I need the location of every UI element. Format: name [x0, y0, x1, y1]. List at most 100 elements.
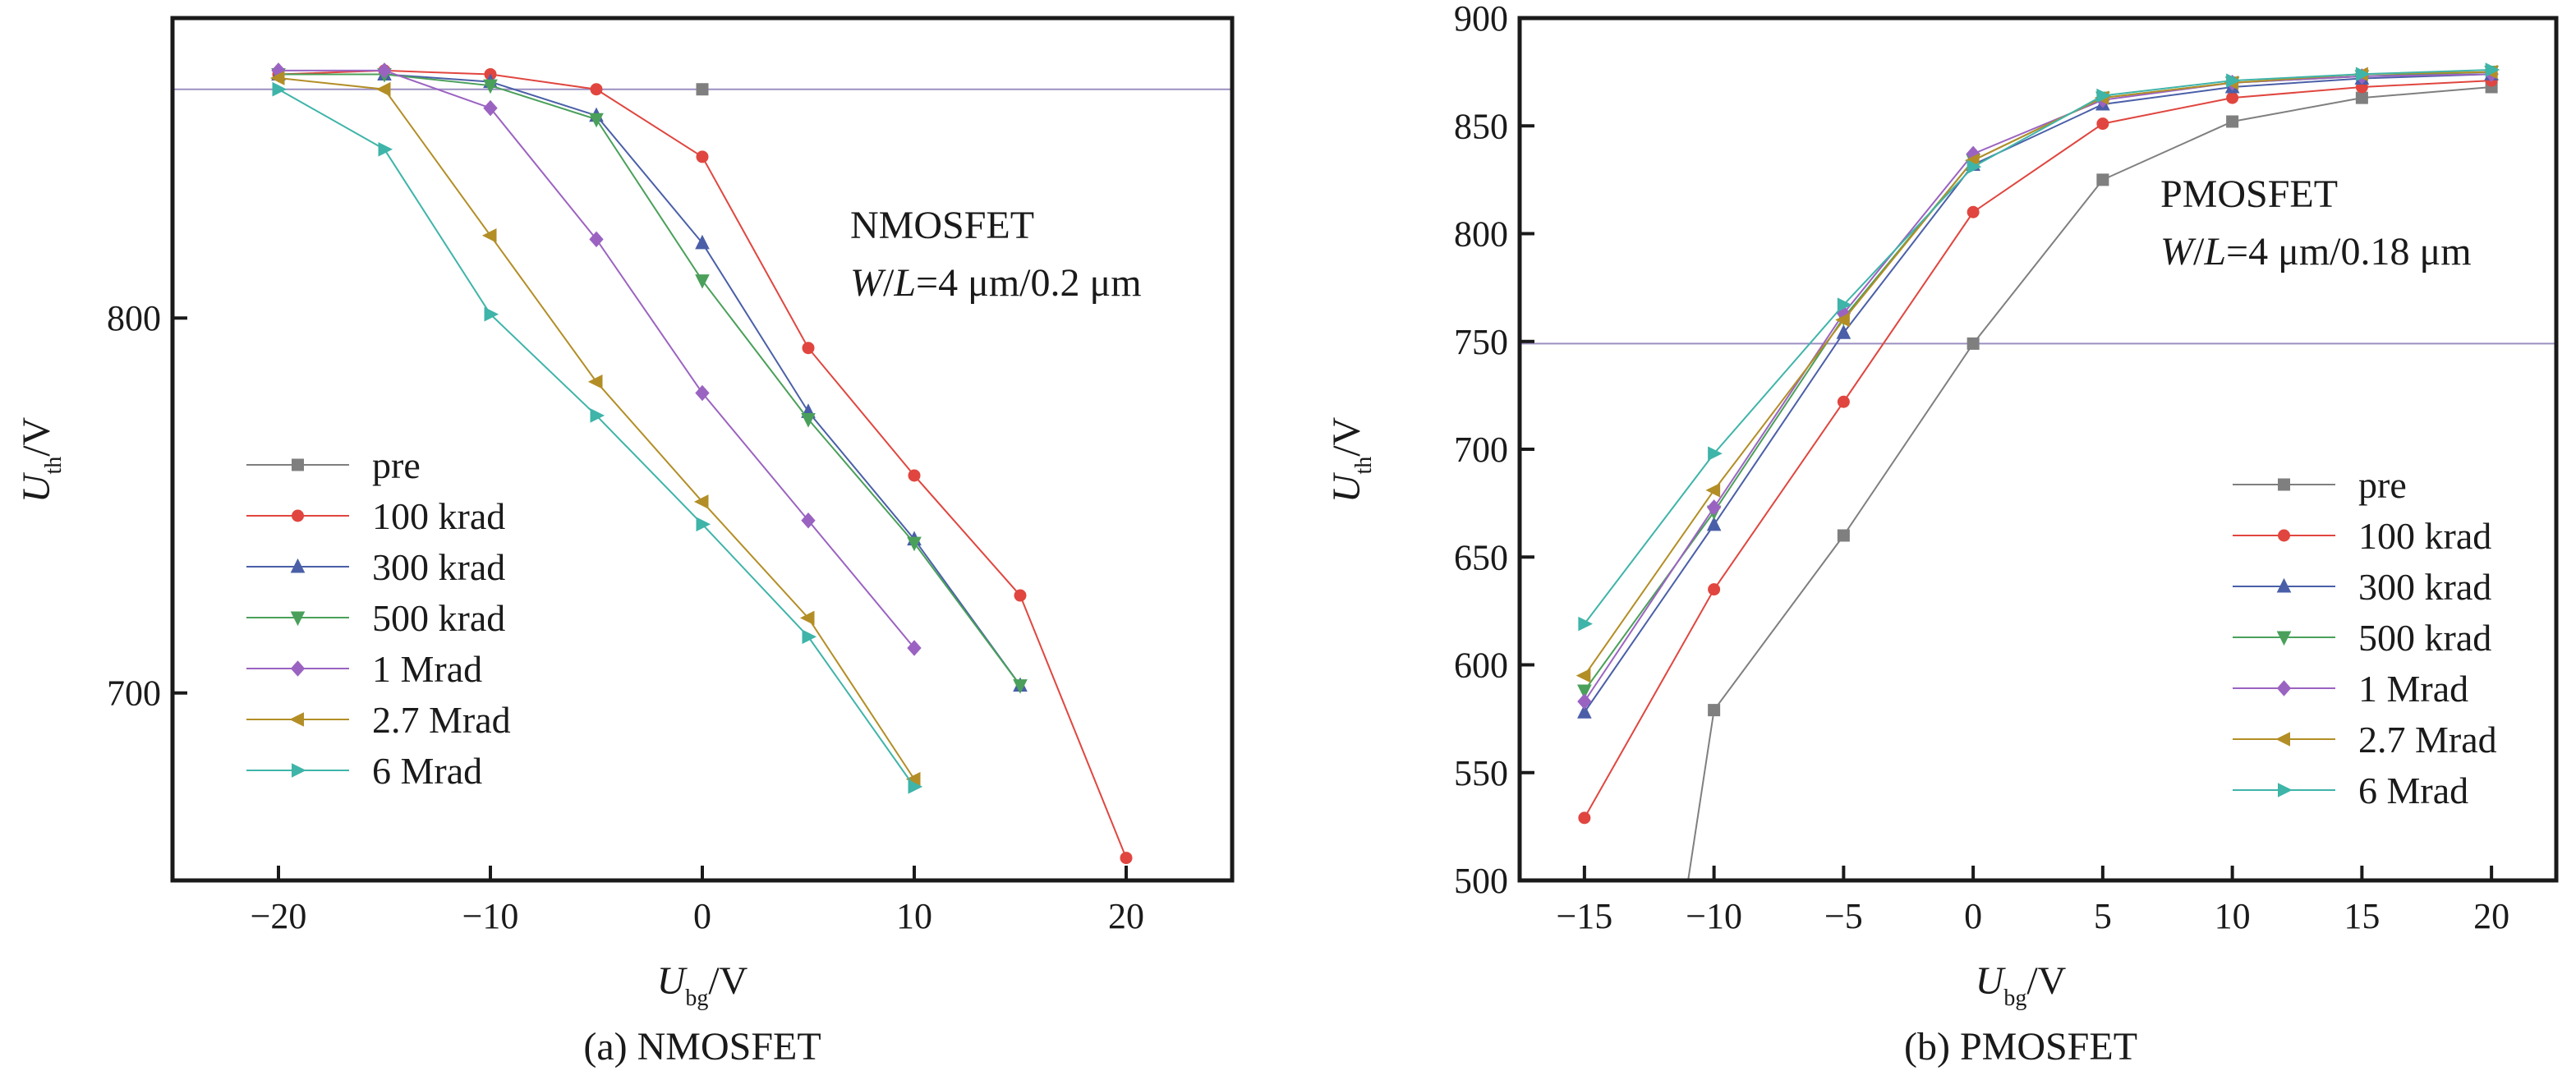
data-point [481, 227, 497, 243]
data-point [802, 342, 815, 355]
data-point [2355, 67, 2371, 82]
series-line [278, 73, 1021, 687]
x-tick-label: 15 [2344, 896, 2380, 936]
y-axis-symbol: U [15, 471, 58, 503]
panel-caption: (a) NMOSFET [583, 1025, 821, 1069]
y-tick-label: 800 [107, 298, 161, 338]
y-axis-label: Uth/V [1325, 416, 1377, 503]
legend-label: 500 krad [372, 597, 505, 639]
legend-label: 300 krad [372, 546, 505, 588]
y-axis-subscript: th [1351, 457, 1377, 475]
data-point [1577, 704, 1592, 719]
data-point [802, 629, 817, 645]
data-point [2226, 115, 2239, 128]
data-point [1835, 312, 1850, 328]
y-tick-label: 550 [1454, 753, 1508, 793]
data-point [587, 375, 603, 389]
length-symbol: L [893, 261, 916, 305]
geometry-annotation: W/L=4 μm/0.18 μm [2160, 230, 2472, 273]
x-tick-label: 0 [1964, 896, 1982, 936]
series-line [1584, 71, 2492, 692]
data-point [1120, 852, 1133, 865]
width-symbol: W [850, 261, 886, 305]
y-tick-label: 700 [107, 673, 161, 714]
legend-marker [290, 611, 306, 627]
length-symbol: L [2203, 230, 2226, 273]
series-line [278, 73, 1021, 687]
data-point [1837, 395, 1850, 408]
data-point [378, 141, 393, 157]
data-point [2096, 173, 2109, 186]
panel-caption: (b) PMOSFET [1904, 1025, 2137, 1069]
data-point [483, 99, 498, 117]
x-tick-label: −15 [1556, 896, 1612, 936]
legend-marker [292, 458, 304, 471]
data-point [801, 512, 816, 529]
series-line [1584, 69, 2492, 625]
series-100-krad [1578, 74, 2498, 825]
data-point [799, 610, 815, 626]
series-group [1576, 62, 2500, 880]
legend-marker [2278, 478, 2290, 491]
data-point [2226, 91, 2239, 104]
legend-marker [2276, 680, 2292, 696]
x-axis-unit: /V [2026, 959, 2066, 1003]
legend-label: 1 Mrad [372, 648, 482, 690]
y-axis-symbol: U [1325, 471, 1368, 503]
y-tick-label: 600 [1454, 646, 1508, 686]
series-1-Mrad [271, 62, 922, 656]
legend-marker [2275, 732, 2290, 747]
data-point [1837, 297, 1852, 312]
x-axis-symbol: U [1976, 959, 2007, 1003]
data-point [908, 779, 923, 794]
legend-label: 300 krad [2358, 566, 2491, 608]
data-point [1578, 811, 1591, 825]
data-point [1966, 337, 1980, 350]
y-tick-label: 850 [1454, 106, 1508, 146]
x-tick-label: 5 [2094, 896, 2112, 936]
x-tick-label: −10 [1686, 896, 1742, 936]
series-line [1584, 73, 2492, 713]
data-point [483, 79, 498, 94]
y-tick-label: 500 [1454, 861, 1508, 901]
data-point [589, 231, 604, 248]
legend-label: 6 Mrad [372, 750, 482, 792]
data-point [1966, 159, 1982, 174]
device-annotation: PMOSFET [2160, 172, 2338, 216]
x-tick-label: 20 [2473, 896, 2509, 936]
y-tick-label: 900 [1454, 0, 1508, 39]
series-line [1584, 73, 2492, 702]
legend-marker [2278, 529, 2290, 542]
data-point [377, 62, 392, 79]
geometry-value: =4 μm/0.2 μm [916, 261, 1142, 305]
data-point [2096, 88, 2111, 103]
y-tick-label: 650 [1454, 537, 1508, 577]
legend-marker [292, 509, 304, 522]
y-tick-label: 750 [1454, 322, 1508, 362]
data-point [1966, 205, 1980, 218]
legend-label: 2.7 Mrad [372, 699, 511, 741]
series-1-Mrad [1577, 66, 2499, 710]
series-6-Mrad [272, 81, 923, 794]
data-point [589, 113, 604, 128]
data-point [590, 83, 603, 96]
legend-label: 6 Mrad [2358, 770, 2468, 811]
data-point [375, 81, 391, 97]
data-point [1578, 616, 1593, 632]
data-point [2096, 117, 2109, 131]
legend-label: 500 krad [2358, 617, 2491, 659]
legend-marker [289, 712, 304, 727]
legend-label: 100 krad [2358, 515, 2491, 557]
data-point [1708, 583, 1721, 596]
x-axis-symbol: U [657, 959, 688, 1003]
data-point [1708, 446, 1723, 462]
x-tick-label: 10 [2215, 896, 2251, 936]
data-point [695, 274, 710, 289]
x-axis-subscript: bg [2003, 986, 2026, 1011]
series-line [1687, 86, 2492, 880]
legend-label: pre [372, 444, 421, 486]
x-axis-unit: /V [708, 959, 748, 1003]
series-2_7-Mrad [269, 71, 921, 787]
legend-marker [290, 558, 306, 573]
